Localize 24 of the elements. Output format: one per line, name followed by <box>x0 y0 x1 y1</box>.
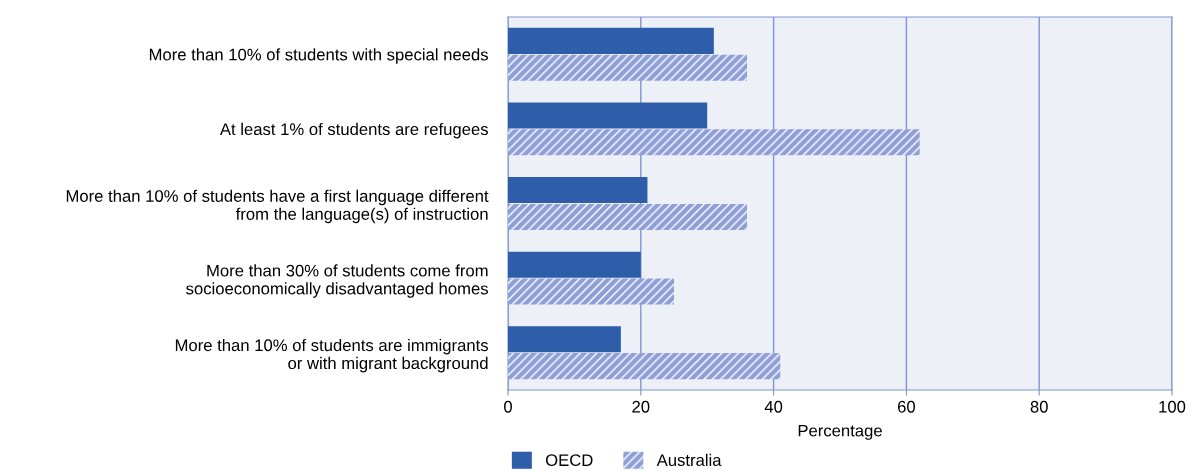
bar <box>508 177 648 204</box>
bar <box>508 203 748 230</box>
bar <box>508 353 781 380</box>
legend-label: OECD <box>545 454 593 467</box>
x-tick-label: 20 <box>632 400 650 413</box>
x-tick-label: 80 <box>1030 400 1048 413</box>
bar <box>508 102 708 129</box>
bar <box>508 54 748 81</box>
bar <box>508 278 674 305</box>
y-tick-label: More than 10% of students have a first language different from the language(s) of instruction <box>66 189 489 224</box>
y-tick-label: More than 30% of students come from socioeconomically disadvantaged homes <box>186 264 488 298</box>
x-tick-label: 40 <box>764 400 783 413</box>
y-tick-label: More than 10% of students with special needs <box>149 48 488 64</box>
x-tick-label: 0 <box>504 400 512 413</box>
bar <box>508 251 641 278</box>
x-axis-title: Percentage <box>798 424 882 440</box>
bar <box>508 326 621 353</box>
x-tick-label: 100 <box>1159 400 1186 413</box>
y-tick-label: At least 1% of students are refugees <box>219 122 488 139</box>
x-tick-label: 60 <box>897 400 916 413</box>
legend-label: Australia <box>656 453 722 467</box>
y-tick-label: More than 10% of students are immigrants or with migrant background <box>175 338 488 373</box>
bar <box>508 129 920 156</box>
bar <box>508 27 714 54</box>
